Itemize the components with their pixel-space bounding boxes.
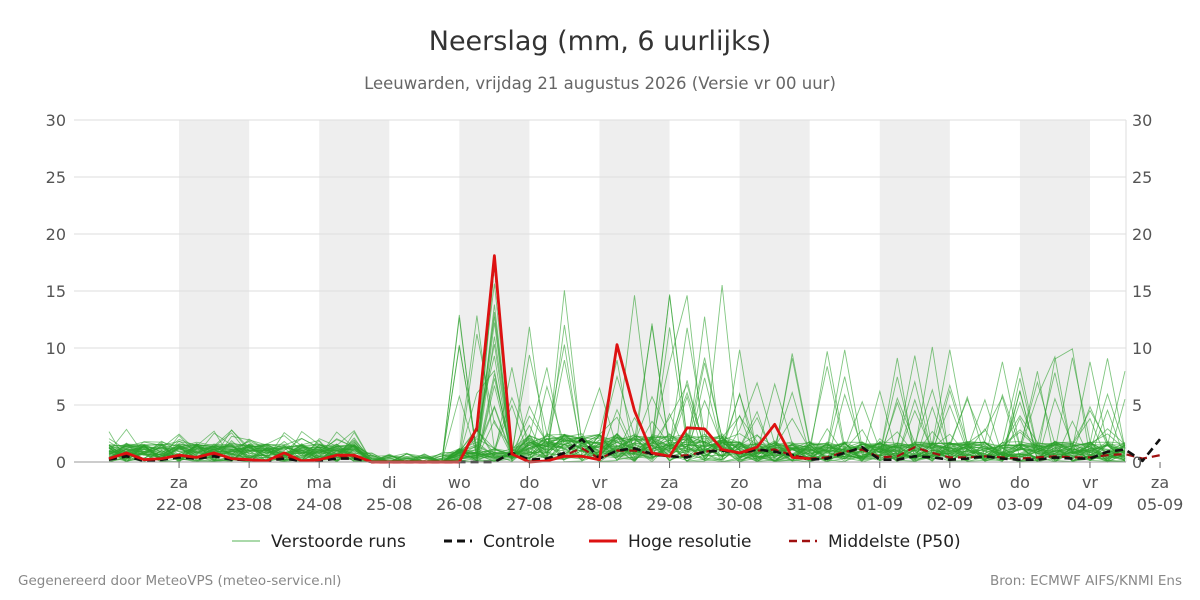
footer-source: Bron: ECMWF AIFS/KNMI Ens: [990, 573, 1182, 589]
chart-title: Neerslag (mm, 6 uurlijks): [429, 26, 771, 57]
x-tick-date-0: 22-08: [156, 495, 203, 514]
chart-subtitle: Leeuwarden, vrijdag 21 augustus 2026 (Ve…: [364, 74, 836, 93]
y-tick-right-20: 20: [1132, 225, 1152, 244]
y-tick-left-25: 25: [46, 168, 66, 187]
x-tick-day-3: di: [382, 473, 397, 492]
footer-generator: Gegenereerd door MeteoVPS (meteo-service…: [18, 573, 341, 589]
x-tick-date-13: 04-09: [1067, 495, 1114, 514]
y-tick-right-10: 10: [1132, 339, 1152, 358]
ensemble-run-46: [108, 344, 1126, 463]
y-tick-right-25: 25: [1132, 168, 1152, 187]
legend: Verstoorde runs Controle Hoge resolutie Mid…: [232, 532, 961, 552]
ensemble-run-40: [108, 355, 1126, 463]
x-tick-day-2: ma: [307, 473, 332, 492]
y-tick-left-5: 5: [56, 396, 66, 415]
y-tick-left-10: 10: [46, 339, 66, 358]
axes: 0 0 5 5 10 10 15 15 20 20 25 25 30 30 za 22-08 zo 23-08 ma…: [46, 111, 1184, 514]
ensemble-run-22: [108, 348, 1126, 463]
y-tick-left-0: 0: [56, 453, 66, 472]
y-tick-left-15: 15: [46, 282, 66, 301]
x-tick-date-7: 29-08: [646, 495, 693, 514]
x-tick-date-3: 25-08: [366, 495, 413, 514]
x-tick-date-12: 03-09: [997, 495, 1044, 514]
x-tick-date-8: 30-08: [716, 495, 763, 514]
y-tick-right-15: 15: [1132, 282, 1152, 301]
y-tick-right-0: 0: [1132, 453, 1142, 472]
x-tick-date-6: 28-08: [576, 495, 623, 514]
x-tick-day-7: za: [660, 473, 678, 492]
x-tick-date-14: 05-09: [1137, 495, 1184, 514]
x-tick-day-5: do: [519, 473, 539, 492]
x-tick-date-1: 23-08: [226, 495, 273, 514]
x-tick-date-2: 24-08: [296, 495, 343, 514]
ensemble-run-49: [108, 290, 1126, 463]
x-tick-day-1: zo: [240, 473, 258, 492]
x-tick-date-9: 31-08: [786, 495, 833, 514]
x-tick-day-4: wo: [448, 473, 471, 492]
x-tick-day-13: vr: [1082, 473, 1098, 492]
legend-label-control: Controle: [483, 532, 555, 552]
x-tick-date-5: 27-08: [506, 495, 553, 514]
x-tick-date-4: 26-08: [436, 495, 483, 514]
x-tick-day-0: za: [170, 473, 188, 492]
x-tick-day-8: zo: [731, 473, 749, 492]
x-tick-day-6: vr: [591, 473, 607, 492]
y-tick-left-20: 20: [46, 225, 66, 244]
x-tick-date-11: 02-09: [927, 495, 974, 514]
x-tick-day-14: za: [1151, 473, 1169, 492]
x-tick-day-9: ma: [797, 473, 822, 492]
series-line-median: [108, 258, 1161, 464]
y-tick-left-30: 30: [46, 111, 66, 130]
legend-label-highres: Hoge resolutie: [628, 532, 752, 552]
y-tick-right-30: 30: [1132, 111, 1152, 130]
legend-label-median: Middelste (P50): [828, 532, 961, 552]
y-tick-right-5: 5: [1132, 396, 1142, 415]
x-tick-day-11: wo: [938, 473, 961, 492]
x-tick-day-10: di: [872, 473, 887, 492]
series-line-control: [108, 437, 1162, 464]
legend-label-ensemble: Verstoorde runs: [271, 532, 406, 552]
x-tick-day-12: do: [1010, 473, 1030, 492]
x-tick-date-10: 01-09: [857, 495, 904, 514]
